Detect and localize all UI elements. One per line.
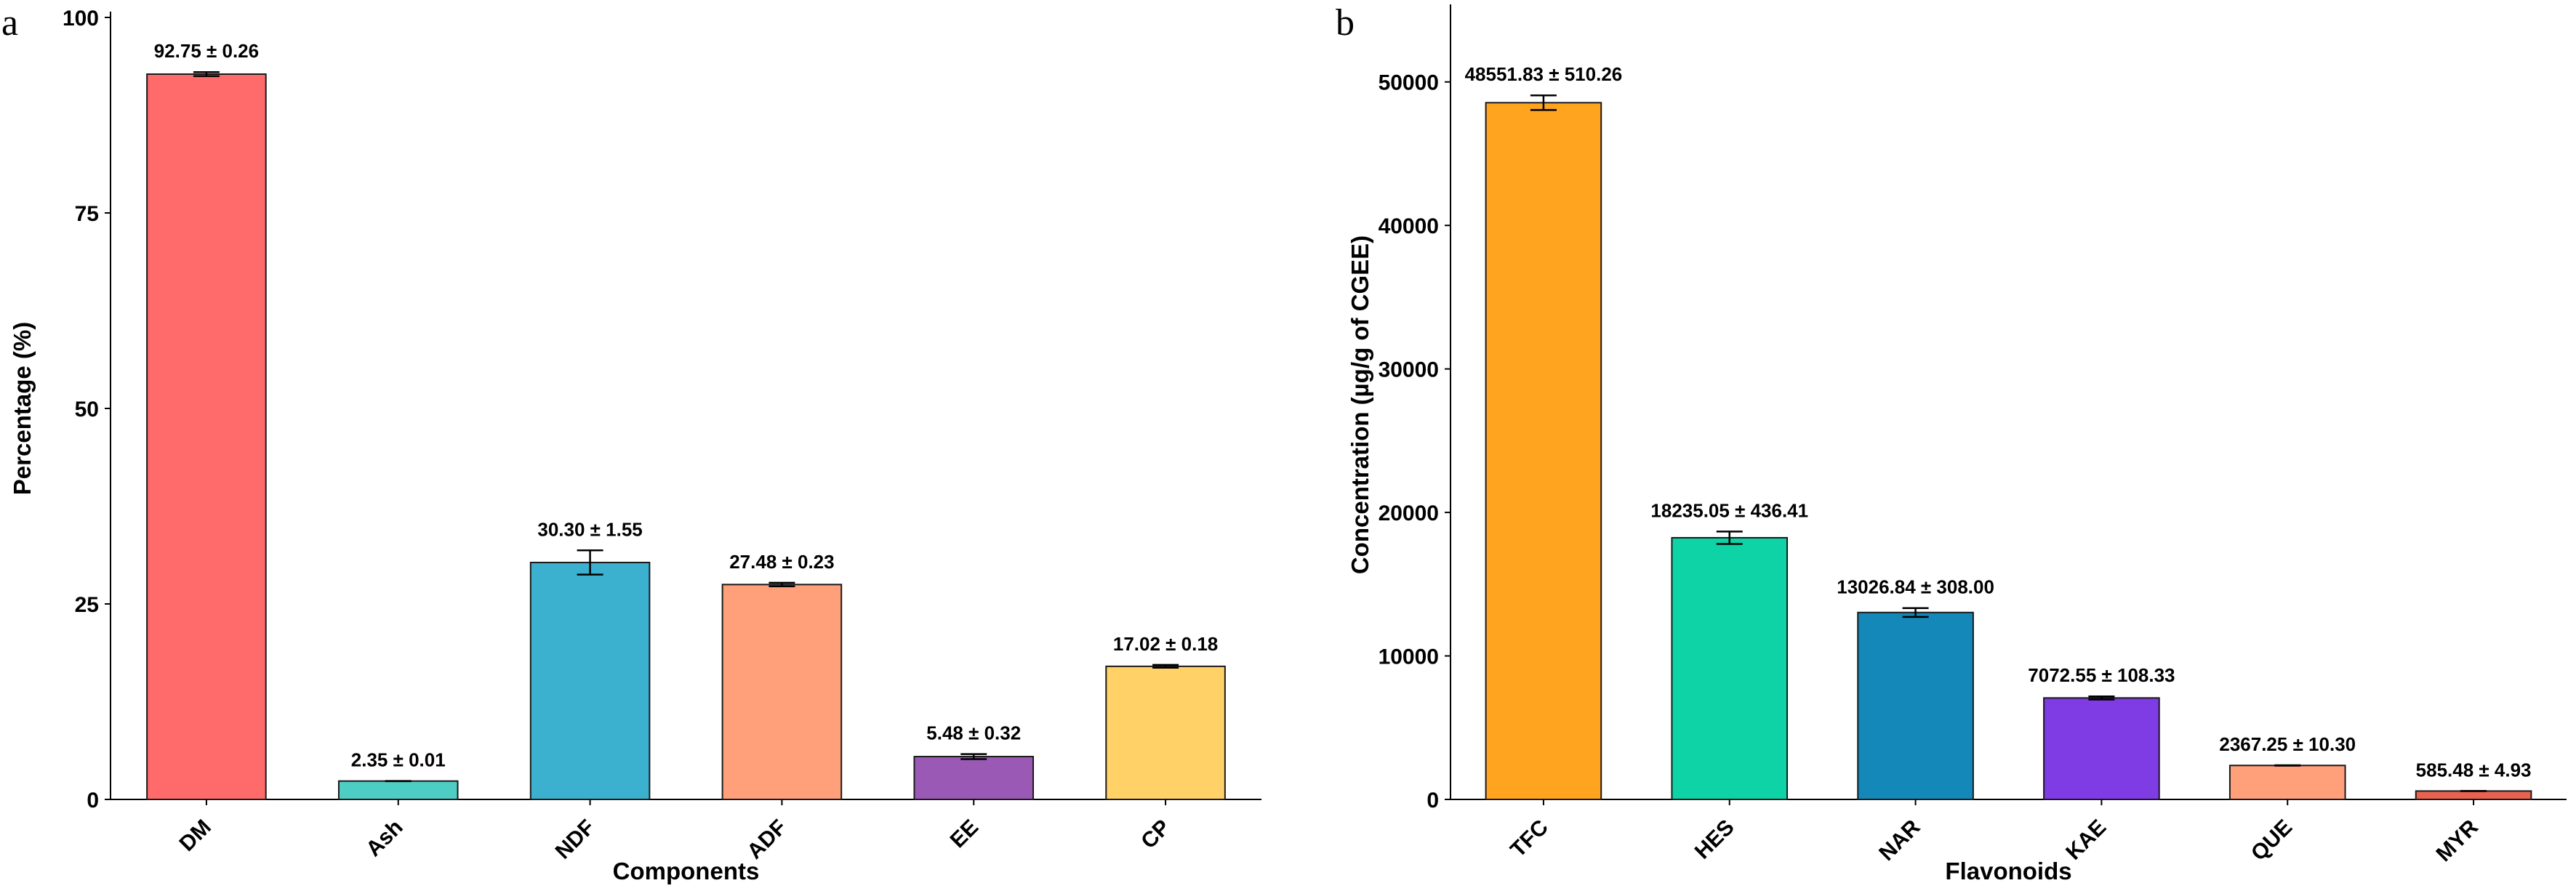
bar — [529, 561, 651, 800]
panel-a-label: a — [1, 2, 19, 44]
bar — [146, 73, 267, 800]
chart-components: 0 25 50 75 100 92.75 ± 0.26 DM 2.35 ± 0.01 Ash 30… — [9, 7, 1261, 884]
bar — [2415, 790, 2532, 801]
data-label: 5.48 ± 0.32 — [926, 722, 1021, 744]
y-tick-label: 0 — [1427, 789, 1439, 813]
bar — [1485, 102, 1602, 801]
chart-flavonoids: 0 10000 20000 30000 40000 50000 48551.83 ± 510… — [1347, 4, 2567, 884]
y-tick-label: 50 — [75, 398, 99, 422]
data-label: 48551.83 ± 510.26 — [1465, 63, 1623, 85]
bar — [2043, 697, 2160, 801]
data-label: 27.48 ± 0.23 — [729, 551, 834, 573]
data-label: 585.48 ± 4.93 — [2416, 759, 2532, 781]
y-tick-label: 0 — [87, 789, 99, 813]
y-tick-label: 100 — [63, 7, 99, 31]
data-label: 2.35 ± 0.01 — [351, 749, 446, 771]
data-label: 30.30 ± 1.55 — [537, 518, 642, 540]
x-tick-label: EE — [946, 815, 984, 853]
y-tick-label: 30000 — [1379, 358, 1439, 382]
y-tick-label: 40000 — [1379, 214, 1439, 238]
data-label: 92.75 ± 0.26 — [154, 40, 259, 62]
x-axis-title: Flavonoids — [1945, 858, 2071, 884]
x-tick-label: DM — [175, 815, 216, 856]
y-tick-label: 10000 — [1379, 645, 1439, 669]
y-axis-title: Concentration (µg/g of CGEE) — [1347, 235, 1373, 574]
bar — [337, 780, 459, 800]
x-tick-label: NAR — [1874, 815, 1925, 866]
x-tick-label: NDF — [551, 815, 600, 864]
y-tick-label: 20000 — [1379, 501, 1439, 525]
y-tick-label: 50000 — [1379, 71, 1439, 95]
y-axis-title: Percentage (%) — [9, 322, 36, 495]
data-label: 17.02 ± 0.18 — [1113, 633, 1218, 655]
panel-b-label: b — [1336, 2, 1355, 44]
bar — [1857, 611, 1974, 800]
x-tick-label: Ash — [361, 815, 407, 861]
bar — [2228, 765, 2346, 800]
data-label: 18235.05 ± 436.41 — [1650, 499, 1808, 521]
x-axis-title: Components — [613, 858, 760, 884]
x-tick-label: QUE — [2247, 815, 2297, 866]
x-tick-label: TFC — [1506, 815, 1553, 863]
x-tick-label: ADF — [742, 815, 791, 864]
bar — [1671, 536, 1789, 801]
bar — [913, 756, 1035, 800]
data-label: 2367.25 ± 10.30 — [2219, 733, 2356, 755]
bar — [1105, 665, 1226, 800]
x-tick-label: MYR — [2432, 815, 2484, 866]
y-tick-label: 75 — [75, 202, 99, 226]
x-tick-label: CP — [1136, 815, 1175, 854]
x-tick-label: HES — [1690, 815, 1739, 864]
data-label: 13026.84 ± 308.00 — [1837, 576, 1994, 598]
y-tick-label: 25 — [75, 593, 99, 617]
data-label: 7072.55 ± 108.33 — [2028, 664, 2175, 686]
bar — [721, 584, 843, 800]
